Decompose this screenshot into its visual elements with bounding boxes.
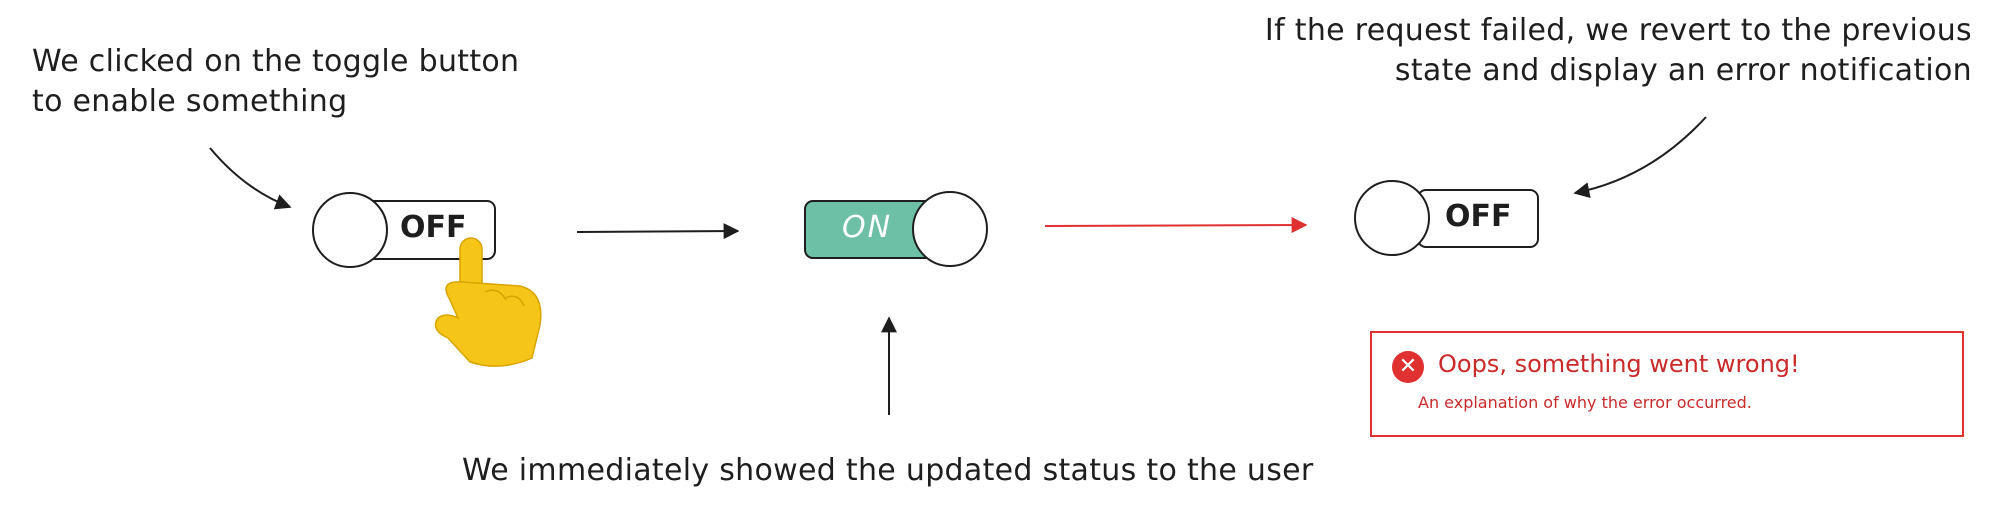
- arrow-toggle2-to-toggle3: [1044, 217, 1308, 234]
- toggle-on-shape: [804, 191, 988, 267]
- annotation-failed-line-1: If the request failed, we revert to the …: [1264, 13, 1972, 48]
- annotation-showed: We immediately showed the updated status…: [462, 453, 1314, 488]
- toggle-off-initial-label: OFF: [400, 210, 467, 245]
- toggle-off-reverted-label: OFF: [1445, 199, 1512, 234]
- error-message: An explanation of why the error occurred…: [1418, 393, 1752, 412]
- annotation-clicked-line-2: to enable something: [32, 84, 348, 119]
- arrow-toggle1-to-toggle2: [576, 223, 740, 240]
- error-notification: ✕ Oops, something went wrong! An explana…: [1370, 331, 1964, 437]
- error-title: Oops, something went wrong!: [1438, 350, 1800, 378]
- error-x-icon: ✕: [1392, 351, 1424, 383]
- annotation-failed: If the request failed, we revert to the …: [1190, 11, 1972, 91]
- arrow-clicked-to-toggle: [209, 147, 292, 210]
- pointing-hand-icon: [434, 237, 542, 367]
- annotation-clicked-line-1: We clicked on the toggle button: [32, 44, 520, 79]
- arrow-failed-to-toggle3: [1573, 116, 1707, 199]
- annotation-failed-line-2: state and display an error notification: [1394, 53, 1972, 88]
- annotation-clicked: We clicked on the toggle button to enabl…: [32, 42, 519, 122]
- toggle-off-reverted-shape: [1354, 180, 1539, 256]
- toggle-on-label: ON: [842, 210, 893, 245]
